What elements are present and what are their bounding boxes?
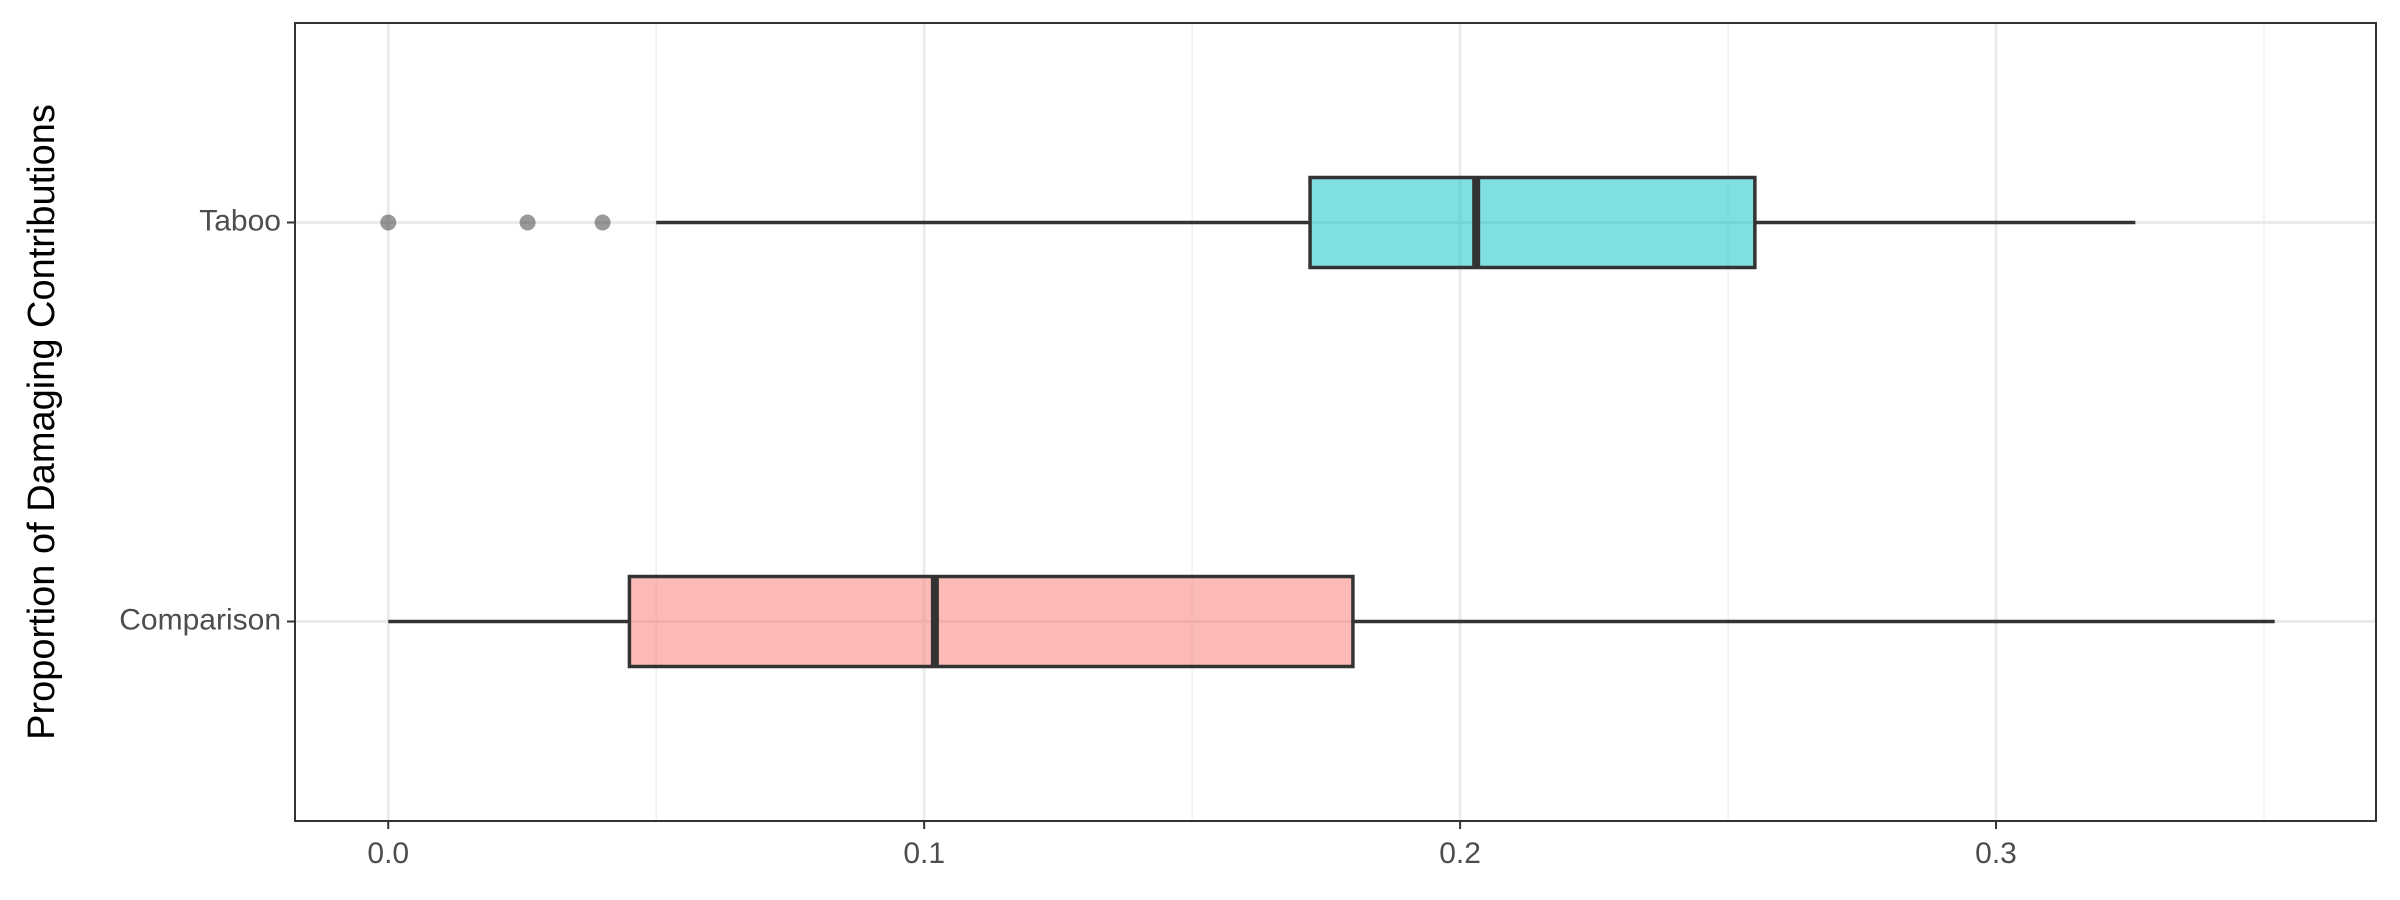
panel-border — [294, 22, 2377, 822]
outlier — [594, 214, 611, 231]
box — [627, 574, 1355, 669]
box — [1308, 175, 1757, 270]
x-tick-label: 0.2 — [1439, 837, 1481, 870]
outlier — [380, 214, 397, 231]
x-tick-label: 0.3 — [1975, 837, 2017, 870]
x-tick-label: 0.0 — [367, 837, 409, 870]
y-axis-label: Proportion of Damaging Contributions — [21, 104, 63, 740]
y-tick-label: Comparison — [119, 603, 281, 636]
x-tick-label: 0.1 — [903, 837, 945, 870]
y-tick-label: Taboo — [199, 204, 281, 237]
outlier — [519, 214, 536, 231]
